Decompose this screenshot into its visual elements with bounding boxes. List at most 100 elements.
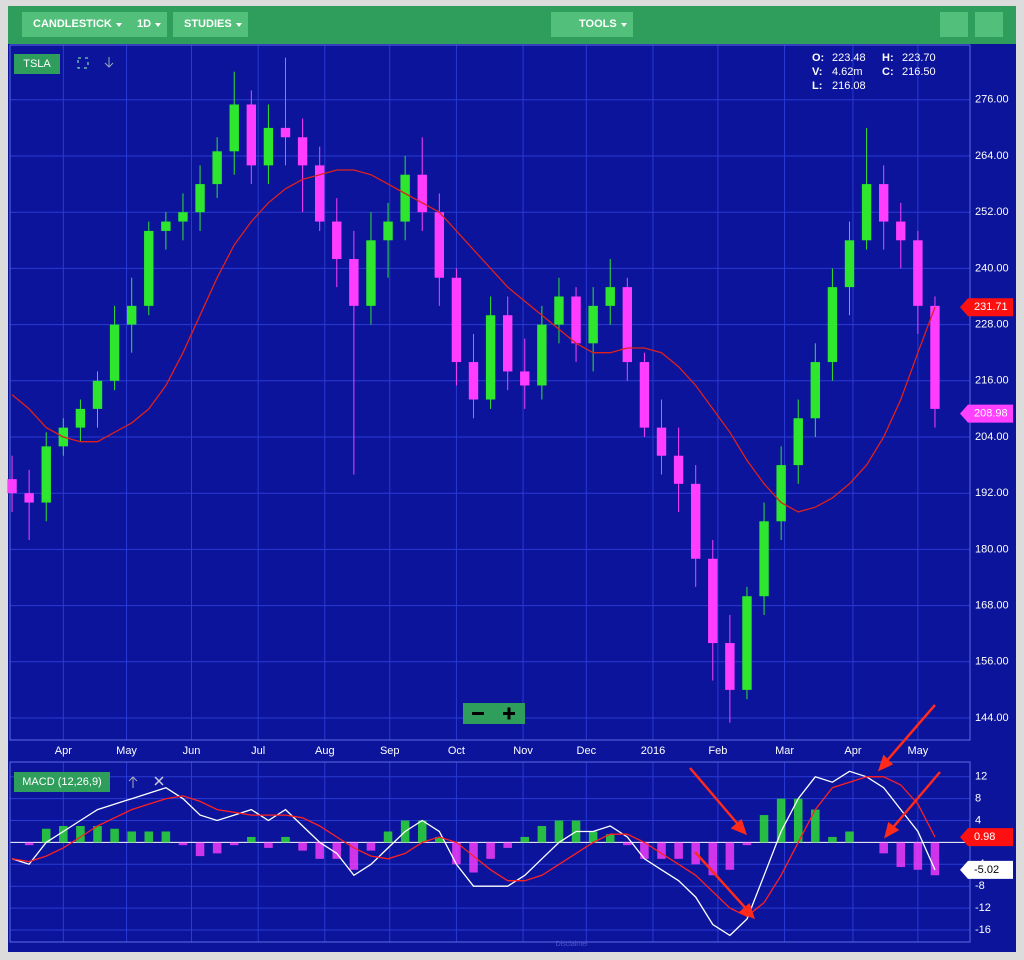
chart-background (8, 44, 1016, 952)
symbol: TSLA (23, 58, 51, 70)
candle-body (349, 259, 359, 306)
histogram-bar (896, 842, 906, 868)
histogram-bar (212, 842, 222, 854)
candle-body (913, 240, 923, 306)
readout-value: 4.62m (832, 66, 863, 78)
candle-body (229, 104, 239, 152)
y-tick-label: 192.00 (975, 487, 1009, 499)
candle-body (383, 221, 393, 241)
x-tick-label: May (116, 745, 137, 757)
candle-body (639, 362, 650, 428)
y-tick-label: 216.00 (975, 375, 1009, 387)
candle-body (793, 418, 803, 466)
histogram-bar (845, 831, 854, 843)
histogram-bar (708, 842, 718, 876)
candle-body (263, 127, 274, 166)
candle-body (605, 287, 615, 306)
candle-body (759, 521, 769, 597)
candle-body (195, 184, 205, 213)
y-tick-label: 180.00 (975, 543, 1009, 555)
x-tick-label: Jul (251, 745, 265, 757)
y-tick-label: 240.00 (975, 262, 1009, 274)
candle-body (178, 212, 188, 222)
histogram-bar (588, 831, 598, 843)
histogram-bar (759, 815, 769, 843)
candle-body (708, 558, 718, 644)
disclaimer[interactable]: Disclaimer (556, 941, 589, 948)
x-tick-label: Sep (380, 745, 400, 757)
candle-body (537, 324, 547, 386)
x-tick-label: 2016 (641, 745, 665, 757)
candle-body (314, 165, 325, 222)
histogram-bar (76, 826, 85, 843)
histogram-bar (41, 828, 51, 843)
histogram-bar (811, 809, 820, 843)
histogram-bar (229, 842, 239, 846)
symbol-badge[interactable] (14, 54, 60, 74)
price-flag-label: 231.71 (974, 301, 1008, 313)
panel-border (9, 44, 971, 741)
candle-body (451, 277, 462, 363)
candle-body (246, 104, 257, 166)
histogram-bar (161, 831, 171, 843)
y-tick-label: 12 (975, 771, 987, 783)
fullscreen-icon[interactable] (77, 57, 89, 69)
candle-body (400, 174, 410, 222)
x-tick-label: Jun (183, 745, 201, 757)
annotation-arrows (689, 704, 941, 920)
x-tick-label: Feb (708, 745, 727, 757)
y-tick-label: -16 (975, 924, 991, 936)
histogram-bar (383, 831, 393, 843)
candle-body (41, 446, 51, 503)
download-icon[interactable] (104, 57, 114, 68)
y-tick-label: 252.00 (975, 206, 1009, 218)
x-tick-label: Aug (315, 745, 335, 757)
studies-button[interactable]: STUDIES (173, 12, 248, 37)
histogram-bar (178, 842, 188, 846)
histogram-bar (828, 836, 837, 843)
y-tick-label: 8 (975, 793, 981, 805)
study-close-icon[interactable] (154, 776, 164, 786)
candle-body (297, 137, 308, 166)
histogram-bar (417, 820, 427, 843)
y-tick-label: 264.00 (975, 150, 1009, 162)
histogram-bar (469, 842, 478, 873)
candle-body (622, 287, 633, 363)
candle-body (144, 230, 154, 306)
histogram-bar (742, 842, 752, 846)
candle-body (485, 315, 496, 400)
histogram-bar (144, 831, 154, 843)
tools-button[interactable]: TOOLS (551, 12, 633, 37)
zoom-in[interactable] (503, 707, 515, 720)
histogram-bar (298, 842, 307, 851)
study-badge[interactable] (14, 772, 110, 792)
histogram-bar (554, 820, 564, 843)
expand-button[interactable] (975, 12, 1003, 37)
price-panel: 144.00 156.00 168.00 180.00 192.00 204.00 216.… (7, 44, 1013, 943)
candle-body (417, 174, 427, 213)
histogram-bar (725, 842, 735, 870)
chart-type-button[interactable]: CANDLESTICK (22, 12, 128, 37)
histogram-bar (195, 842, 205, 857)
study-up-icon[interactable] (128, 776, 138, 788)
candle-body (827, 287, 838, 363)
y-tick-label: 276.00 (975, 94, 1009, 106)
histogram-bar (435, 836, 444, 843)
histogram-bar (127, 831, 136, 843)
readout-label: C: (882, 66, 894, 78)
candle-body (878, 184, 889, 222)
price-flag (960, 860, 1013, 879)
panel-border (9, 761, 971, 943)
x-tick-label: Mar (775, 745, 794, 757)
readout-label: L: (812, 80, 822, 92)
share-button[interactable] (940, 12, 968, 37)
histogram-bar (486, 842, 495, 859)
interval-button[interactable]: 1D (126, 12, 168, 37)
candle-body (332, 221, 342, 260)
histogram-bar (537, 826, 547, 843)
y-tick-label: 228.00 (975, 318, 1009, 330)
histogram-bar (59, 826, 68, 843)
readout-value: 223.70 (902, 52, 936, 64)
candle-body (280, 127, 291, 138)
readout-label: O: (812, 52, 824, 64)
